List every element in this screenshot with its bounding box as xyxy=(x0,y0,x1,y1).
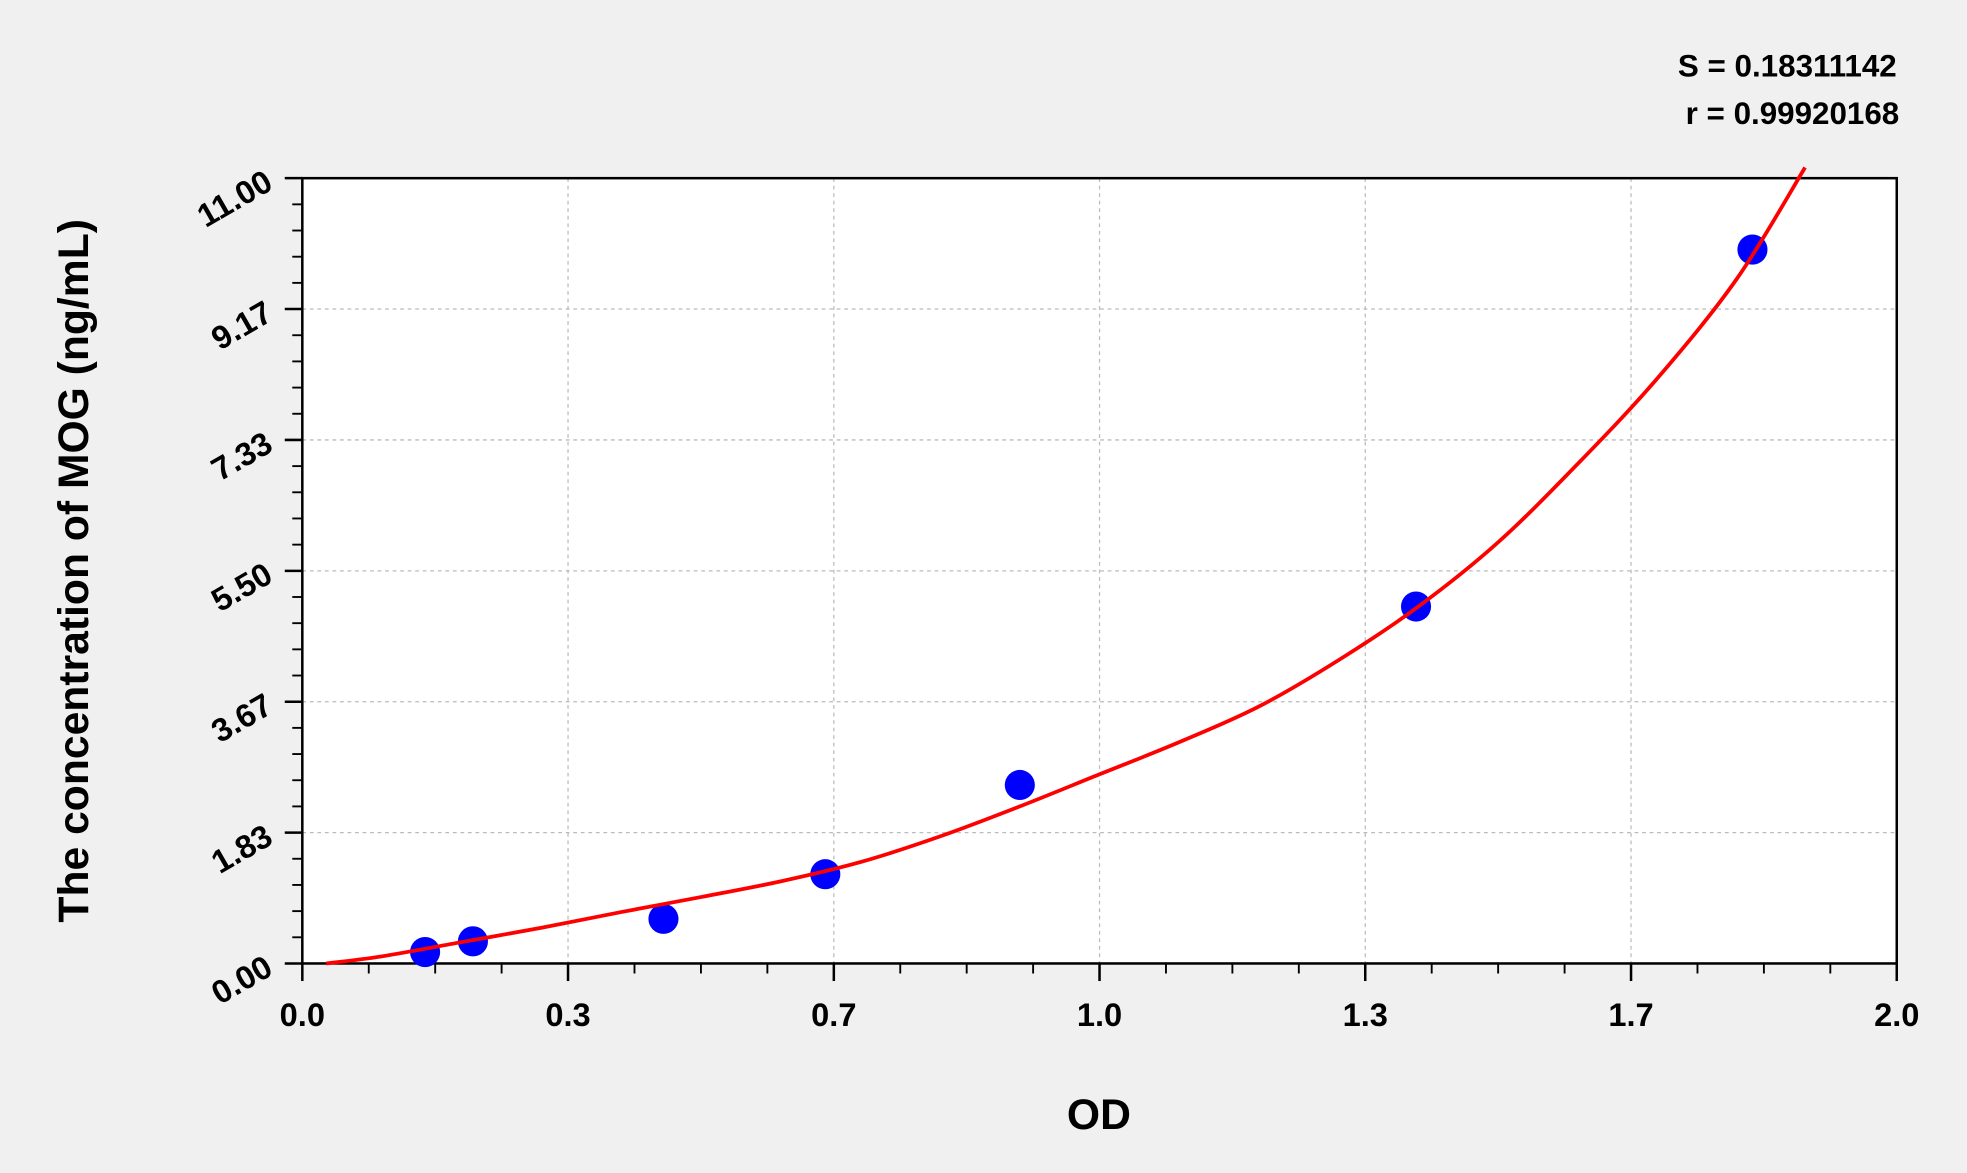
x-tick-label: 1.0 xyxy=(1077,996,1122,1033)
x-tick-label: 1.3 xyxy=(1343,996,1388,1033)
x-tick-label: 1.7 xyxy=(1608,996,1653,1033)
y-tick-labels: 0.00 1.83 3.67 5.50 7.33 9.17 11.00 xyxy=(191,162,279,1011)
y-tick-label: 0.00 xyxy=(205,948,278,1012)
y-tick-label: 9.17 xyxy=(205,293,278,357)
data-points xyxy=(410,234,1768,968)
y-tick-label: 5.50 xyxy=(205,555,278,619)
annotation-r: r = 0.99920168 xyxy=(1686,96,1900,131)
data-point xyxy=(810,859,841,890)
x-tick-label: 0.0 xyxy=(280,996,325,1033)
data-point xyxy=(410,936,441,968)
plot-frame xyxy=(301,176,1899,965)
axis-ticks xyxy=(284,176,1899,982)
x-tick-label: 2.0 xyxy=(1874,996,1919,1033)
grid xyxy=(302,178,1897,964)
fit-curve xyxy=(326,166,1807,966)
data-point xyxy=(648,903,679,934)
annotation-s: S = 0.18311142 xyxy=(1678,49,1897,84)
x-axis-label: OD xyxy=(1067,1091,1131,1139)
y-tick-label: 7.33 xyxy=(205,424,278,488)
y-tick-label: 1.83 xyxy=(205,817,278,881)
y-axis-label: The concentration of MOG (ng/mL) xyxy=(50,219,98,923)
y-tick-label: 11.00 xyxy=(191,162,279,234)
x-tick-labels: 0.0 0.3 0.7 1.0 1.3 1.7 2.0 xyxy=(280,996,1920,1033)
data-point xyxy=(1004,769,1035,801)
y-tick-label: 3.67 xyxy=(205,686,278,750)
x-tick-label: 0.3 xyxy=(545,996,590,1033)
x-tick-label: 0.7 xyxy=(811,996,856,1033)
